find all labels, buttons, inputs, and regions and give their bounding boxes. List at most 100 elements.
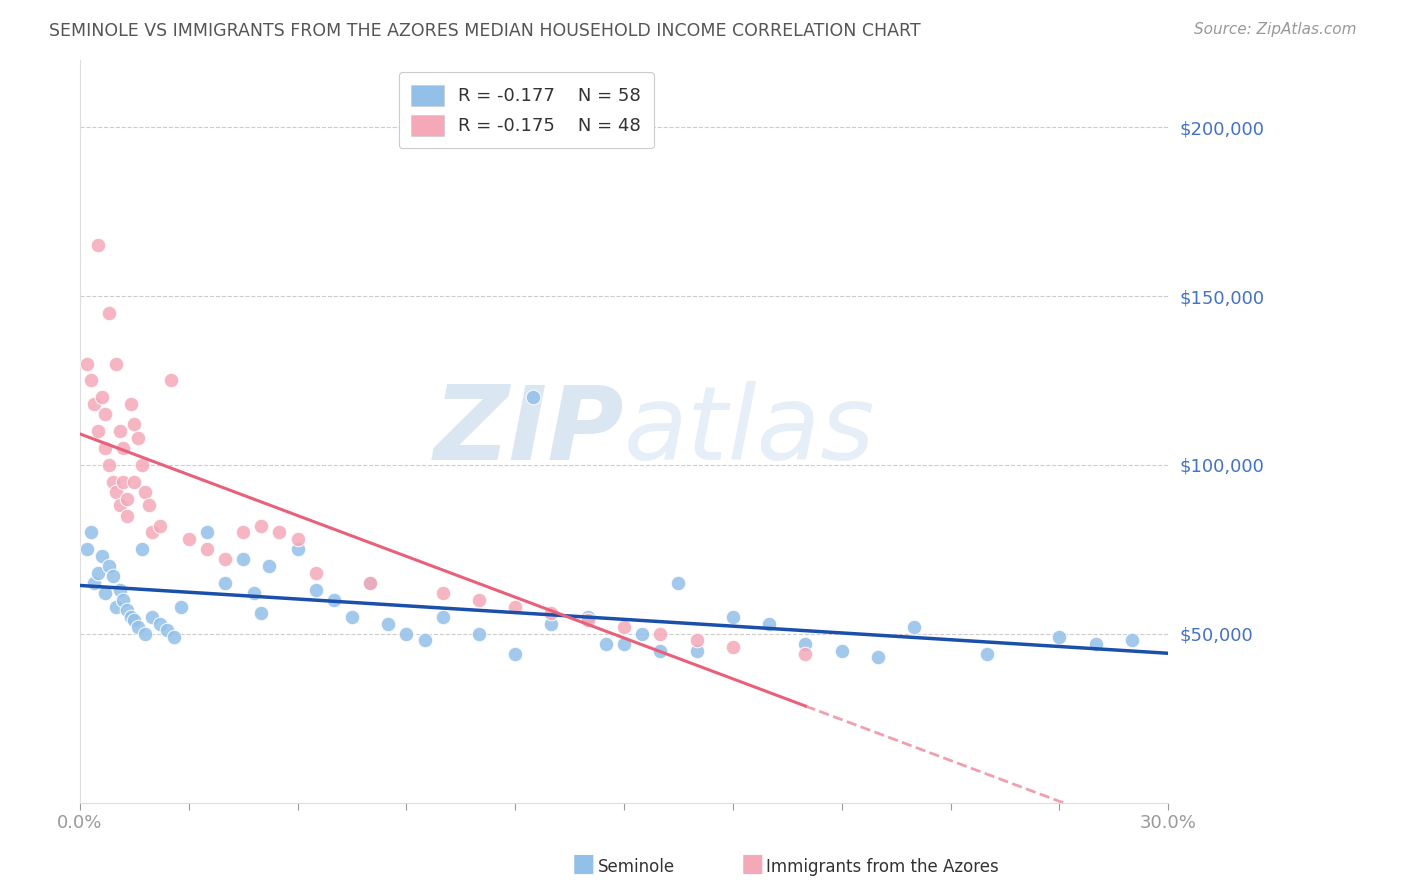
Point	[468, 593, 491, 607]
Point	[124, 475, 146, 489]
Point	[134, 626, 156, 640]
Point	[395, 626, 418, 640]
Point	[101, 475, 124, 489]
Point	[432, 610, 454, 624]
Point	[115, 491, 138, 506]
Point	[76, 357, 98, 371]
Point	[131, 458, 153, 472]
Text: ■: ■	[741, 852, 763, 876]
Text: ZIP: ZIP	[433, 381, 624, 482]
Point	[124, 613, 146, 627]
Point	[232, 525, 254, 540]
Point	[112, 475, 135, 489]
Point	[522, 390, 544, 404]
Point	[214, 576, 236, 591]
Point	[1047, 630, 1070, 644]
Point	[287, 532, 309, 546]
Point	[685, 633, 707, 648]
Text: Seminole: Seminole	[598, 858, 675, 876]
Point	[413, 633, 436, 648]
Point	[141, 525, 163, 540]
Point	[80, 525, 103, 540]
Point	[613, 620, 636, 634]
Point	[108, 582, 131, 597]
Point	[105, 484, 128, 499]
Text: Source: ZipAtlas.com: Source: ZipAtlas.com	[1194, 22, 1357, 37]
Point	[80, 374, 103, 388]
Point	[159, 374, 181, 388]
Point	[540, 616, 562, 631]
Point	[903, 620, 925, 634]
Point	[377, 616, 399, 631]
Point	[97, 306, 120, 320]
Point	[87, 566, 110, 580]
Text: SEMINOLE VS IMMIGRANTS FROM THE AZORES MEDIAN HOUSEHOLD INCOME CORRELATION CHART: SEMINOLE VS IMMIGRANTS FROM THE AZORES M…	[49, 22, 921, 40]
Point	[1121, 633, 1143, 648]
Point	[195, 525, 218, 540]
Point	[668, 576, 690, 591]
Point	[105, 599, 128, 614]
Point	[177, 532, 200, 546]
Point	[90, 390, 112, 404]
Point	[163, 630, 186, 644]
Point	[112, 593, 135, 607]
Point	[721, 640, 744, 655]
Text: atlas: atlas	[624, 381, 876, 481]
Point	[269, 525, 291, 540]
Point	[322, 593, 344, 607]
Point	[576, 613, 599, 627]
Point	[650, 626, 672, 640]
Point	[112, 441, 135, 455]
Point	[87, 238, 110, 252]
Point	[138, 499, 160, 513]
Point	[305, 566, 328, 580]
Point	[758, 616, 780, 631]
Point	[101, 569, 124, 583]
Point	[108, 499, 131, 513]
Point	[976, 647, 998, 661]
Point	[503, 599, 526, 614]
Point	[1084, 637, 1107, 651]
Point	[97, 458, 120, 472]
Point	[250, 607, 273, 621]
Point	[76, 542, 98, 557]
Point	[83, 576, 105, 591]
Point	[134, 484, 156, 499]
Point	[503, 647, 526, 661]
Point	[115, 508, 138, 523]
Text: ■: ■	[572, 852, 595, 876]
Point	[94, 586, 117, 600]
Point	[90, 549, 112, 563]
Point	[576, 610, 599, 624]
Point	[595, 637, 617, 651]
Point	[305, 582, 328, 597]
Point	[127, 620, 149, 634]
Point	[340, 610, 363, 624]
Point	[108, 424, 131, 438]
Point	[195, 542, 218, 557]
Point	[170, 599, 193, 614]
Point	[149, 518, 172, 533]
Point	[97, 559, 120, 574]
Point	[359, 576, 381, 591]
Point	[124, 417, 146, 432]
Text: Immigrants from the Azores: Immigrants from the Azores	[766, 858, 1000, 876]
Point	[866, 650, 889, 665]
Point	[631, 626, 654, 640]
Point	[94, 441, 117, 455]
Point	[250, 518, 273, 533]
Point	[831, 643, 853, 657]
Point	[214, 552, 236, 566]
Point	[287, 542, 309, 557]
Point	[257, 559, 280, 574]
Point	[156, 624, 179, 638]
Point	[127, 431, 149, 445]
Point	[120, 610, 142, 624]
Point	[232, 552, 254, 566]
Point	[468, 626, 491, 640]
Point	[650, 643, 672, 657]
Point	[120, 397, 142, 411]
Point	[685, 643, 707, 657]
Point	[613, 637, 636, 651]
Point	[105, 357, 128, 371]
